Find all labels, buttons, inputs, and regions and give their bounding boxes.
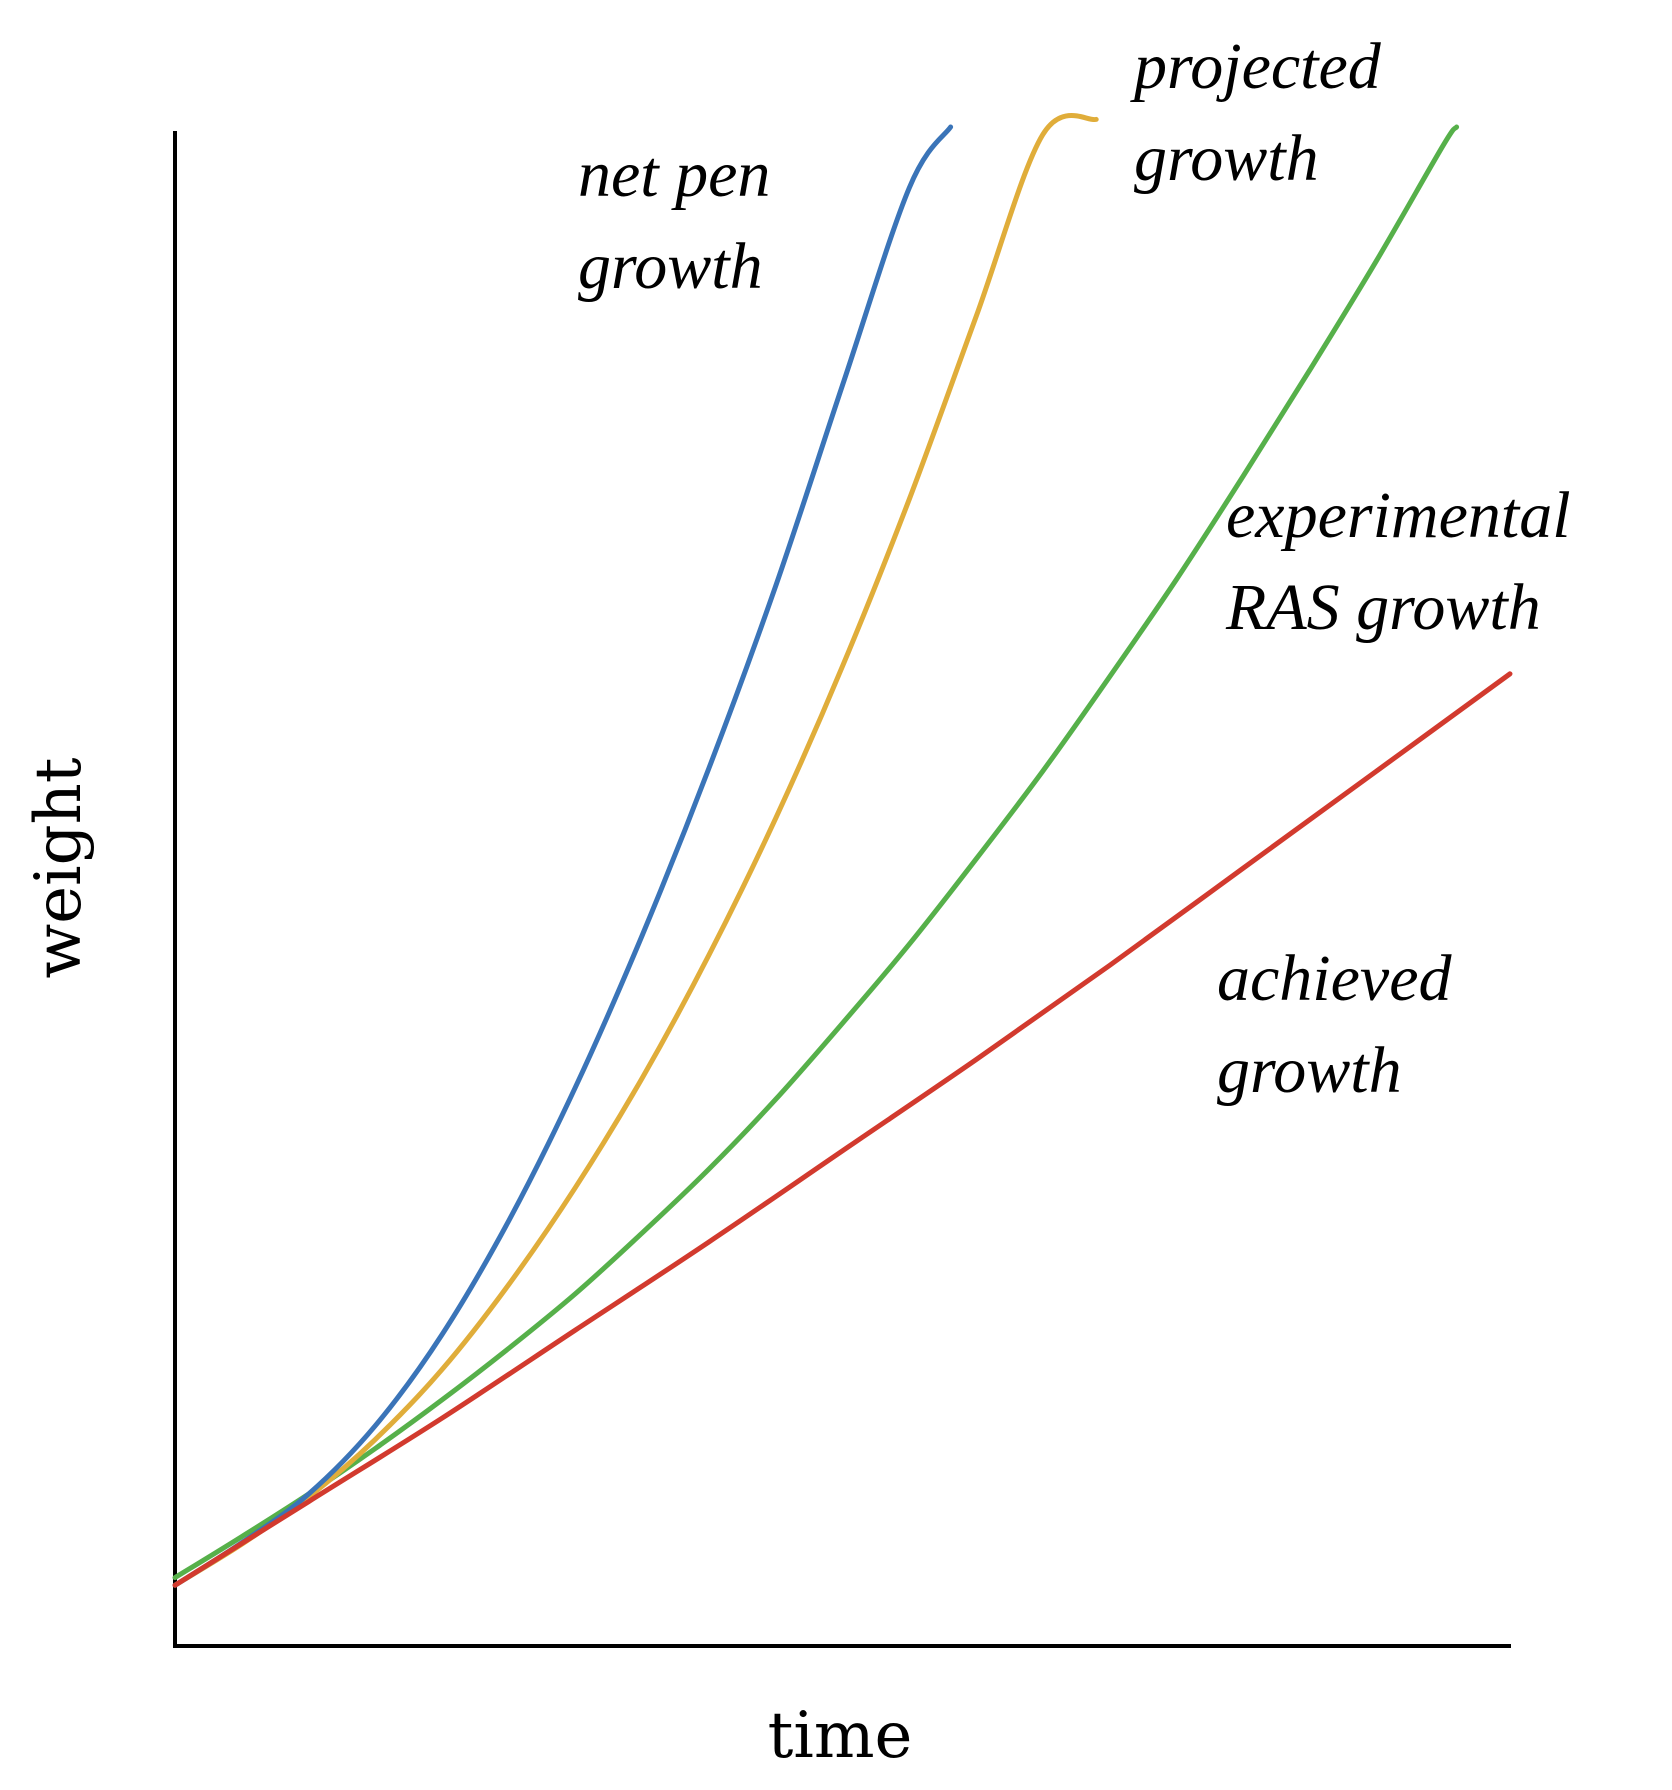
label-projected-growth-line-1: projected <box>1130 30 1382 103</box>
label-projected-growth: projected growth <box>1130 30 1382 195</box>
series-lines <box>172 113 1513 1588</box>
label-achieved-growth-line-2: growth <box>1217 1034 1402 1107</box>
label-net-pen-growth-line-1: net pen <box>578 138 770 211</box>
label-experimental-ras-growth: experimental RAS growth <box>1225 479 1571 644</box>
series-line-achieved-growth <box>172 671 1513 1588</box>
label-achieved-growth-line-1: achieved <box>1217 942 1453 1015</box>
series-line-net-pen-growth <box>172 124 954 1588</box>
label-net-pen-growth-line-2: growth <box>578 230 763 303</box>
label-projected-growth-line-2: growth <box>1134 122 1319 195</box>
label-achieved-growth: achieved growth <box>1217 942 1453 1107</box>
x-axis-label: time <box>768 1699 913 1773</box>
label-experimental-ras-growth-line-2: RAS growth <box>1225 571 1541 644</box>
label-net-pen-growth: net pen growth <box>578 138 770 303</box>
label-experimental-ras-growth-line-1: experimental <box>1226 479 1571 552</box>
series-line-experimental-ras-growth <box>172 124 1460 1581</box>
series-line-projected-growth <box>172 113 1099 1588</box>
y-axis-label: weight <box>22 757 96 978</box>
